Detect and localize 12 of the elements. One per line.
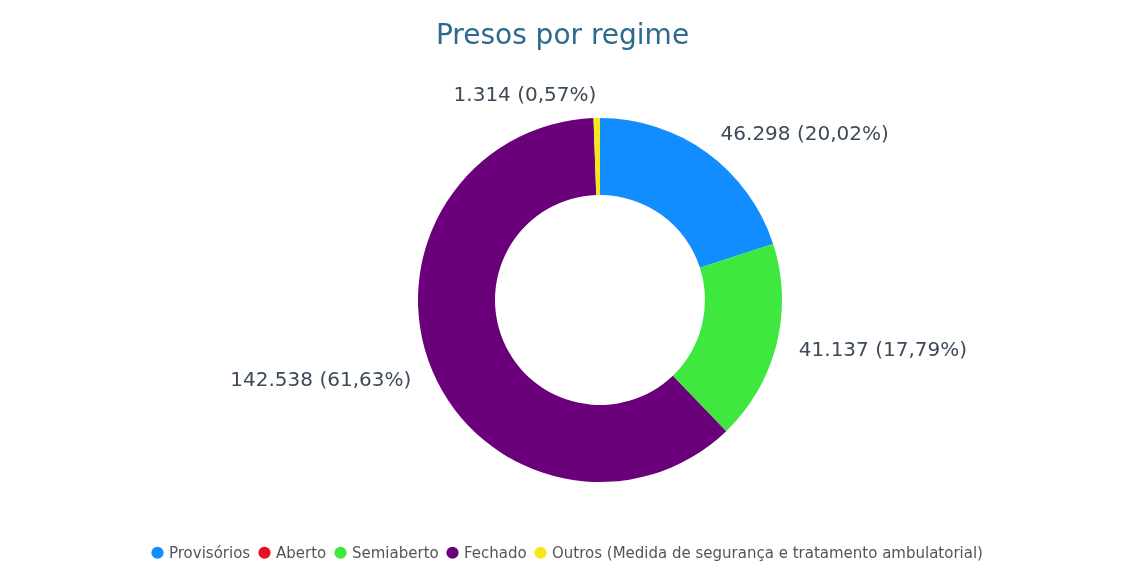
legend-label: Aberto — [276, 543, 327, 562]
chart-title: Presos por regime — [435, 18, 690, 51]
legend-label: Fechado — [464, 543, 527, 562]
legend-label: Provisórios — [169, 543, 251, 562]
legend-label: Semiaberto — [352, 543, 439, 562]
data-label: 41.137 (17,79%) — [798, 336, 968, 361]
data-label: 46.298 (20,02%) — [720, 121, 889, 146]
donut-slice — [672, 243, 782, 432]
donut-slice — [593, 118, 600, 196]
data-label: 1.314 (0,57%) — [453, 82, 597, 107]
legend-label: Outros (Medida de segurança e tratamento ambulatorial) — [552, 543, 983, 562]
data-label: 142.538 (61,63%) — [230, 367, 412, 392]
